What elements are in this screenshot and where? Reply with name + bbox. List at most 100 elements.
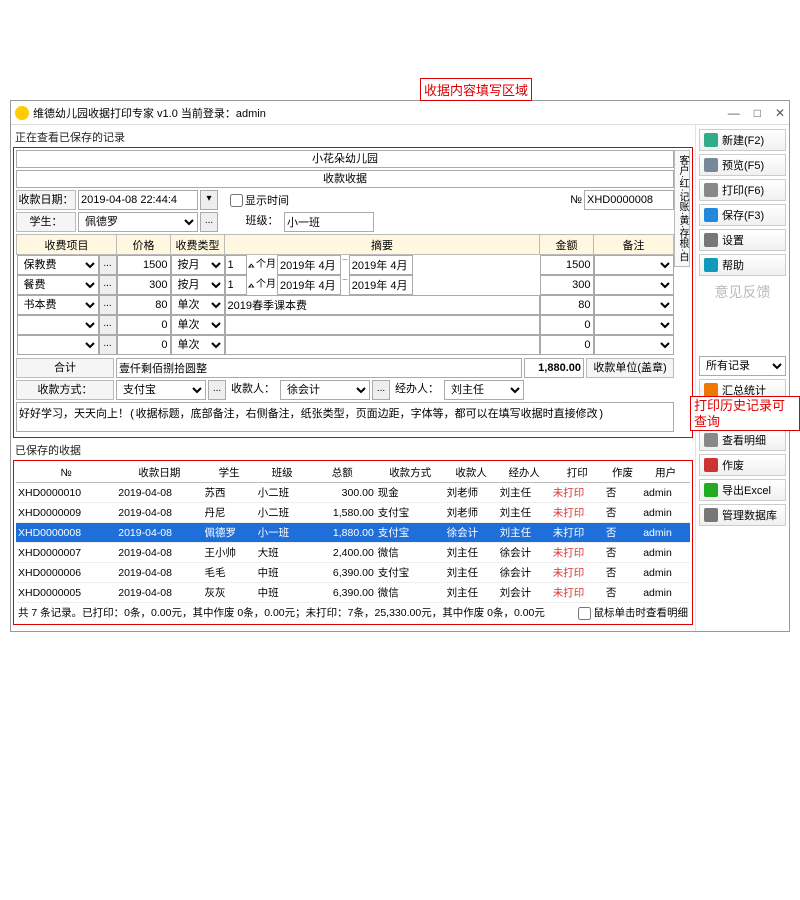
btn-icon <box>704 458 718 472</box>
item-select[interactable]: 餐费 <box>17 275 99 295</box>
col-price: 价格 <box>117 235 171 255</box>
table-row[interactable]: XHD00000092019-04-08丹尼小二班1,580.00支付宝刘老师刘… <box>16 503 690 523</box>
feedback-text[interactable]: 意见反馈 <box>699 282 786 302</box>
side-button[interactable]: 设置 <box>699 229 786 251</box>
btn-icon <box>704 208 718 222</box>
table-row[interactable]: XHD00000102019-04-08苏西小二班300.00现金刘老师刘主任未… <box>16 483 690 503</box>
note-select[interactable] <box>594 255 674 275</box>
minimize-button[interactable]: — <box>728 106 740 120</box>
btn-icon <box>704 258 718 272</box>
app-icon <box>15 106 29 120</box>
label-class: 班级： <box>242 212 282 232</box>
side-button[interactable]: 预览(F5) <box>699 154 786 176</box>
show-time-checkbox[interactable] <box>230 194 243 207</box>
note-select[interactable] <box>594 335 674 355</box>
type-select[interactable]: 按月 <box>171 275 225 295</box>
label-show-time: 显示时间 <box>245 192 289 208</box>
col-type: 收费类型 <box>171 235 225 255</box>
btn-icon <box>704 133 718 147</box>
amount-input[interactable] <box>540 295 594 315</box>
item-select[interactable] <box>17 335 99 355</box>
handler-select[interactable]: 刘主任 <box>444 380 524 400</box>
memo-textarea[interactable]: 好好学习，天天向上！(收据标题，底部备注，右侧备注，纸张类型，页面边距，字体等，… <box>16 402 674 432</box>
price-input[interactable] <box>117 315 171 335</box>
label-total: 合计 <box>16 358 114 378</box>
amount-input[interactable] <box>540 255 594 275</box>
side-button[interactable]: 帮助 <box>699 254 786 276</box>
footer-check[interactable]: 鼠标单击时查看明细 <box>578 605 688 620</box>
side-button[interactable]: 新建(F2) <box>699 129 786 151</box>
class-input[interactable] <box>284 212 374 232</box>
side-button[interactable]: 打印(F6) <box>699 179 786 201</box>
date-picker-button[interactable]: ▾ <box>200 190 218 210</box>
amount-input[interactable] <box>540 275 594 295</box>
btn-icon <box>704 183 718 197</box>
date-input[interactable] <box>78 190 198 210</box>
table-row[interactable]: XHD00000062019-04-08毛毛中班6,390.00支付宝刘主任徐会… <box>16 563 690 583</box>
note-select[interactable] <box>594 275 674 295</box>
note-select[interactable] <box>594 315 674 335</box>
maximize-button[interactable]: □ <box>754 106 761 120</box>
type-select[interactable]: 按月 <box>171 255 225 275</box>
cashier-browse[interactable]: ... <box>372 380 390 400</box>
btn-icon <box>704 433 718 447</box>
school-name: 小花朵幼儿园 <box>16 150 674 168</box>
receipt-no[interactable] <box>584 190 674 210</box>
side-button[interactable]: 保存(F3) <box>699 204 786 226</box>
label-handler: 经办人： <box>392 380 442 400</box>
label-unit: 收款单位(盖章) <box>586 358 674 378</box>
label-pay: 收款方式： <box>16 380 114 400</box>
label-cashier: 收款人： <box>228 380 278 400</box>
footer-summary: 共 7 条记录。已打印：0条，0.00元，其中作废 0条，0.00元；未打印：7… <box>18 605 545 620</box>
btn-icon <box>704 158 718 172</box>
price-input[interactable] <box>117 335 171 355</box>
student-browse[interactable]: ... <box>200 212 218 232</box>
side-button[interactable]: 管理数据库 <box>699 504 786 526</box>
col-note: 备注 <box>594 235 674 255</box>
annotation-history: 打印历史记录可查询 <box>690 396 800 431</box>
status-text: 正在查看已保存的记录 <box>13 129 693 147</box>
total-words <box>116 358 522 378</box>
col-summary: 摘要 <box>225 235 540 255</box>
btn-icon <box>704 383 718 397</box>
item-select[interactable] <box>17 315 99 335</box>
annotation-form: 收据内容填写区域 <box>420 78 532 101</box>
side-note: 客户·红·记账·黄·存根·白 <box>674 150 690 267</box>
btn-icon <box>704 508 718 522</box>
btn-icon <box>704 483 718 497</box>
table-row[interactable]: XHD00000052019-04-08灰灰中班6,390.00微信刘主任刘会计… <box>16 583 690 603</box>
table-row[interactable]: XHD00000082019-04-08佩德罗小一班1,880.00支付宝徐会计… <box>16 523 690 543</box>
receipt-title: 收款收据 <box>16 170 674 188</box>
label-student: 学生： <box>16 212 76 232</box>
titlebar: 维德幼儿园收据打印专家 v1.0 当前登录：admin — □ ✕ <box>11 101 789 125</box>
type-select[interactable]: 单次 <box>171 295 225 315</box>
label-date: 收款日期： <box>16 190 76 210</box>
type-select[interactable]: 单次 <box>171 335 225 355</box>
btn-icon <box>704 233 718 247</box>
filter-select[interactable]: 所有记录 <box>699 356 786 376</box>
label-no: № <box>570 194 582 206</box>
col-item: 收费项目 <box>17 235 117 255</box>
side-button[interactable]: 作废 <box>699 454 786 476</box>
pay-browse[interactable]: ... <box>208 380 226 400</box>
student-select[interactable]: 佩德罗 <box>78 212 198 232</box>
window-title: 维德幼儿园收据打印专家 v1.0 当前登录：admin <box>33 105 728 121</box>
amount-input[interactable] <box>540 315 594 335</box>
pay-select[interactable]: 支付宝 <box>116 380 206 400</box>
price-input[interactable] <box>117 255 171 275</box>
total-number <box>524 358 584 378</box>
amount-input[interactable] <box>540 335 594 355</box>
col-amount: 金额 <box>540 235 594 255</box>
side-button[interactable]: 查看明细 <box>699 429 786 451</box>
item-select[interactable]: 书本费 <box>17 295 99 315</box>
item-select[interactable]: 保教费 <box>17 255 99 275</box>
close-button[interactable]: ✕ <box>775 106 785 120</box>
price-input[interactable] <box>117 275 171 295</box>
price-input[interactable] <box>117 295 171 315</box>
note-select[interactable] <box>594 295 674 315</box>
table-row[interactable]: XHD00000072019-04-08王小帅大班2,400.00微信刘主任徐会… <box>16 543 690 563</box>
side-button[interactable]: 导出Excel <box>699 479 786 501</box>
cashier-select[interactable]: 徐会计 <box>280 380 370 400</box>
type-select[interactable]: 单次 <box>171 315 225 335</box>
saved-title: 已保存的收据 <box>13 442 693 460</box>
